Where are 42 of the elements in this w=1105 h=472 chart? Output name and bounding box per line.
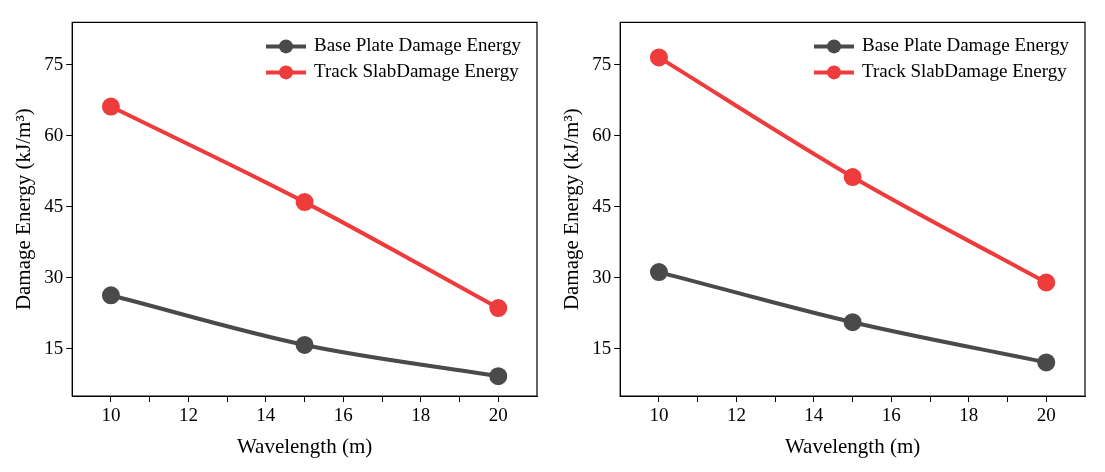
- point: [101, 286, 120, 305]
- x-tick-label: 10: [101, 404, 121, 426]
- point: [101, 97, 120, 116]
- y-tick-label: 60: [44, 123, 64, 145]
- legend-label: Base Plate Damage Energy: [862, 34, 1070, 56]
- y-axis-title: Damage Energy (kJ/m³): [559, 108, 584, 311]
- x-tick-label: 12: [726, 404, 746, 426]
- x-tick-label: 10: [649, 404, 669, 426]
- x-tick-label: 14: [804, 404, 824, 426]
- y-tick-label: 15: [592, 336, 612, 358]
- legend-label: Track SlabDamage Energy: [862, 60, 1068, 82]
- x-tick-label: 20: [1036, 404, 1056, 426]
- point: [843, 168, 862, 187]
- y-axis-title: Damage Energy (kJ/m³): [11, 108, 36, 311]
- point: [843, 313, 862, 332]
- y-tick-label: 30: [592, 265, 612, 287]
- point: [489, 367, 508, 386]
- x-tick-label: 16: [333, 404, 353, 426]
- y-tick-label: 60: [592, 123, 612, 145]
- legend-label: Base Plate Damage Energy: [314, 34, 522, 56]
- point: [1037, 273, 1056, 292]
- point: [295, 193, 314, 212]
- x-tick-label: 16: [881, 404, 901, 426]
- legend-label: Track SlabDamage Energy: [314, 60, 520, 82]
- y-tick-label: 75: [44, 52, 64, 74]
- x-tick-label: 14: [256, 404, 276, 426]
- x-tick-label: 20: [488, 404, 508, 426]
- y-tick-label: 45: [592, 194, 612, 216]
- y-tick-label: 75: [592, 52, 612, 74]
- point: [649, 263, 668, 282]
- y-tick-label: 15: [44, 336, 64, 358]
- y-tick-label: 30: [44, 265, 64, 287]
- x-tick-label: 18: [959, 404, 979, 426]
- x-tick-label: 12: [178, 404, 198, 426]
- point: [295, 335, 314, 354]
- x-axis-title: Wavelength (m): [236, 433, 373, 458]
- point: [489, 299, 508, 318]
- y-tick-label: 45: [44, 194, 64, 216]
- point: [649, 48, 668, 67]
- x-axis-title: Wavelength (m): [784, 433, 921, 458]
- x-tick-label: 18: [411, 404, 431, 426]
- point: [1037, 353, 1056, 372]
